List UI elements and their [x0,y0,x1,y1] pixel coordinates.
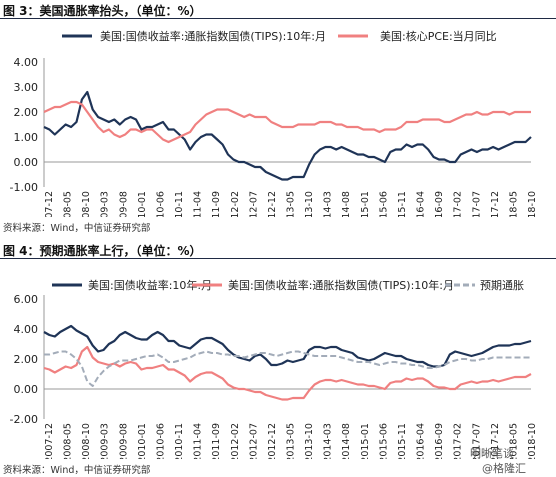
x-tick-label: 2011-04 [193,423,204,459]
x-tick-label: 2008-05 [63,191,74,217]
watermark-line1: 明晰笔谈 [470,447,514,460]
x-tick-label: 2018-05 [508,423,519,459]
x-tick-label: 2011-04 [193,191,204,217]
x-tick-label: 2017-07 [471,423,482,459]
x-tick-label: 2016-09 [434,423,445,459]
x-tick-label: 2012-07 [248,191,259,217]
figure-3-source: 资料来源：Wind，中信证券研究部 [3,223,151,234]
x-tick-label: 2009-08 [118,423,129,459]
x-tick-label: 2008-10 [81,423,92,459]
x-tick-label: 2015-06 [378,423,389,459]
x-tick-label: 2012-02 [230,423,241,459]
y-tick-label: 2.00 [14,106,39,119]
x-tick-label: 2013-10 [304,423,315,459]
x-tick-label: 2016-04 [416,423,427,459]
figure-3-rule [0,18,556,19]
series-line-0 [43,90,532,181]
x-tick-label: 2018-05 [508,191,519,217]
series-line-0 [43,324,532,368]
x-tick-label: 2011-09 [211,423,222,459]
x-tick-label: 2013-05 [286,423,297,459]
x-tick-label: 2016-04 [416,191,427,217]
x-tick-label: 2010-06 [155,191,166,217]
y-tick-label: -2.00 [10,413,38,426]
x-tick-label: 2009-08 [118,191,129,217]
y-tick-label: 6.00 [14,293,39,306]
x-tick-label: 2011-09 [211,191,222,217]
y-tick-label: 0.00 [14,156,39,169]
x-tick-label: 2010-01 [137,423,148,459]
x-tick-label: 2009-03 [100,191,111,217]
x-tick-label: 2010-11 [174,423,185,459]
x-tick-label: 2016-09 [434,191,445,217]
x-tick-label: 2018-10 [527,423,538,459]
legend-label: 预期通胀 [480,279,524,292]
x-tick-label: 2015-01 [360,191,371,217]
x-tick-label: 2017-12 [490,191,501,217]
x-tick-label: 2017-02 [453,423,464,459]
x-tick-label: 2018-10 [527,191,538,217]
x-tick-label: 2007-12 [44,423,55,459]
x-tick-label: 2014-03 [323,191,334,217]
x-tick-label: 2017-02 [453,191,464,217]
x-tick-label: 2015-11 [397,423,408,459]
legend-label: 美国:国债收益率:通胀指数国债(TIPS):10年:月 [228,278,454,292]
x-tick-label: 2012-07 [248,423,259,459]
legend-label: 美国:国债收益率:通胀指数国债(TIPS):10年:月 [100,29,326,43]
x-tick-label: 2007-12 [44,191,55,217]
y-tick-label: 4.00 [14,323,39,336]
x-tick-label: 2014-03 [323,423,334,459]
y-tick-label: 0.00 [14,383,39,396]
x-tick-label: 2017-07 [471,191,482,217]
x-tick-label: 2014-08 [341,191,352,217]
x-tick-label: 2010-11 [174,191,185,217]
figure-4-rule [0,258,556,259]
x-tick-label: 2009-03 [100,423,111,459]
legend-label: 美国:核心PCE:当月同比 [380,29,497,43]
series-line-1 [43,100,531,144]
x-tick-label: 2012-02 [230,191,241,217]
y-tick-label: 4.00 [14,56,39,69]
x-tick-label: 2010-01 [137,191,148,217]
y-tick-label: 2.00 [14,353,39,366]
figure-3-title: 图 3：美国通胀率抬头，（单位：%） [3,4,202,18]
series-line-1 [43,345,532,401]
y-tick-label: 1.00 [14,131,39,144]
series-line-2 [44,350,531,387]
x-tick-label: 2017-12 [490,423,501,459]
figure-4-chart: 6.00 4.00 2.00 0.00 -2.00 2007-12 2008-05 2008-… [10,278,538,459]
x-tick-label: 2008-10 [81,191,92,217]
x-tick-label: 2010-06 [155,423,166,459]
x-tick-label: 2015-01 [360,423,371,459]
x-tick-label: 2015-11 [397,191,408,217]
x-tick-label: 2014-08 [341,423,352,459]
x-tick-label: 2008-05 [63,423,74,459]
figure-4-source: 资料来源：Wind，中信证券研究部 [3,465,151,476]
x-tick-label: 2012-12 [267,423,278,459]
y-tick-label: 3.00 [14,81,39,94]
x-tick-label: 2013-05 [286,191,297,217]
x-tick-label: 2015-06 [378,191,389,217]
figure-4-title: 图 4：预期通胀率上行，（单位：%） [3,244,202,258]
legend-label: 美国:国债收益率:10年:月 [88,278,212,292]
x-tick-label: 2012-12 [267,191,278,217]
watermark-line2: @格隆汇 [482,462,526,475]
figure-3-chart: 4.00 3.00 2.00 1.00 0.00 -1.00 2007-12 2008-05 2… [10,29,538,217]
y-tick-label: -1.00 [10,181,38,194]
x-tick-label: 2013-10 [304,191,315,217]
